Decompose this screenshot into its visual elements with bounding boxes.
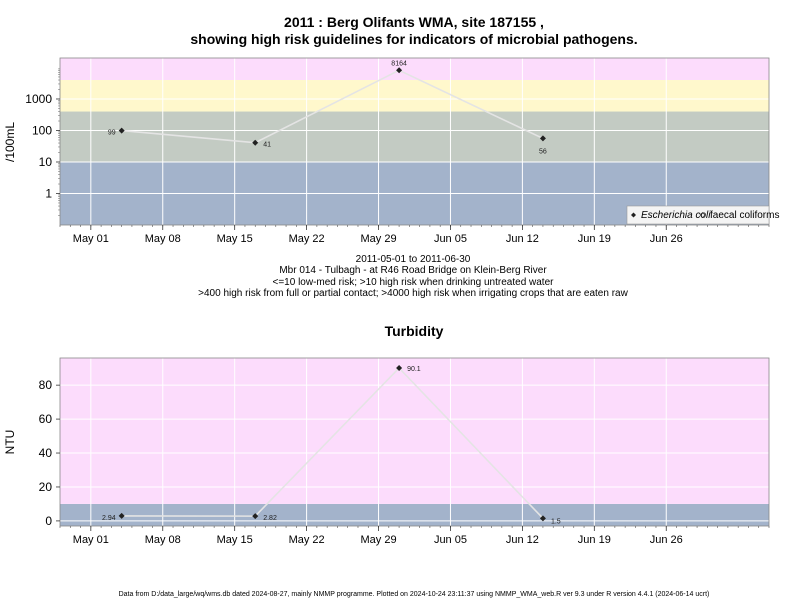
risk-band-3 <box>60 58 769 81</box>
y-tick-label: 80 <box>39 378 53 392</box>
risk-band-0 <box>60 503 769 526</box>
x-tick-label: May 15 <box>217 233 253 245</box>
x-tick-label: Jun 12 <box>506 233 539 245</box>
turbidity-y-axis-label: NTU <box>3 430 17 455</box>
plot-frame <box>59 57 770 226</box>
plot-frame <box>59 357 770 527</box>
x-tick-label: Jun 19 <box>578 233 611 245</box>
data-point <box>252 513 259 520</box>
legend-marker-faecal <box>699 212 706 218</box>
data-point <box>252 139 259 146</box>
data-label: 41 <box>263 142 271 149</box>
x-tick-label: Jun 05 <box>434 233 467 245</box>
data-point <box>396 67 403 74</box>
x-tick-label: May 15 <box>217 534 253 546</box>
x-tick-label: May 22 <box>289 233 325 245</box>
data-label: 2.82 <box>263 515 277 522</box>
data-label: 2.94 <box>102 515 116 522</box>
data-label: 99 <box>108 130 116 137</box>
series-line <box>121 366 544 519</box>
y-tick-label: 100 <box>32 123 52 137</box>
caption-site: Mbr 014 - Tulbagh - at R46 Road Bridge o… <box>279 265 547 276</box>
turbidity-title: Turbidity <box>385 323 444 339</box>
data-point <box>118 512 125 519</box>
legend: Escherichia coli faecal coliforms <box>626 205 779 225</box>
x-tick-label: May 29 <box>360 233 396 245</box>
chart-title-line-2: showing high risk guidelines for indicat… <box>190 31 637 47</box>
x-tick-label: May 29 <box>360 534 396 546</box>
turbidity-plot: May 01 May 08 May 15 May 22 May 29 Jun 05 Jun … <box>39 357 770 546</box>
legend-marker-ecoli <box>631 212 636 218</box>
x-tick-label: May 01 <box>73 534 109 546</box>
ecoli-y-axis-label: /100mL <box>3 122 17 162</box>
y-tick-label: 10 <box>39 155 53 169</box>
x-tick-label: Jun 26 <box>650 534 683 546</box>
x-tick-label: May 01 <box>73 233 109 245</box>
data-label: 1.5 <box>551 518 561 525</box>
caption-guideline-2: >400 high risk from full or partial cont… <box>198 288 628 299</box>
data-label: 8164 <box>391 60 407 67</box>
chart-title-line-1: 2011 : Berg Olifants WMA, site 187155 , <box>284 14 544 30</box>
x-tick-label: May 08 <box>145 534 181 546</box>
x-tick-label: Jun 05 <box>434 534 467 546</box>
data-label: 56 <box>539 148 547 155</box>
footer-note: Data from D:/data_large/wq/wms.db dated … <box>119 591 710 598</box>
caption-guideline-1: <=10 low-med risk; >10 high risk when dr… <box>273 277 555 288</box>
data-point <box>396 365 403 372</box>
x-tick-label: May 08 <box>145 233 181 245</box>
y-tick-label: 60 <box>39 412 53 426</box>
y-tick-label: 40 <box>39 446 53 460</box>
series-line <box>121 69 544 144</box>
risk-band-1 <box>60 358 769 504</box>
y-tick-label: 1 <box>45 186 52 200</box>
x-tick-label: Jun 19 <box>578 534 611 546</box>
y-tick-label: 0 <box>45 514 52 528</box>
x-tick-label: Jun 26 <box>650 233 683 245</box>
legend-box <box>626 205 770 225</box>
y-tick-label: 20 <box>39 480 53 494</box>
legend-item-ecoli: Escherichia coli <box>641 210 711 221</box>
risk-band-2 <box>60 80 769 112</box>
data-point <box>539 135 546 142</box>
y-tick-label: 1000 <box>25 92 52 106</box>
legend-item-faecal: faecal coliforms <box>710 210 779 221</box>
x-tick-label: May 22 <box>289 534 325 546</box>
data-label: 90.1 <box>407 366 421 373</box>
caption-date-range: 2011-05-01 to 2011-06-30 <box>356 254 471 265</box>
ecoli-plot: May 01 May 08 May 15 May 22 May 29 Jun 05 Jun … <box>25 57 770 245</box>
x-tick-label: Jun 12 <box>506 534 539 546</box>
data-point <box>118 127 125 134</box>
data-point <box>539 515 546 522</box>
risk-band-1 <box>60 111 769 162</box>
